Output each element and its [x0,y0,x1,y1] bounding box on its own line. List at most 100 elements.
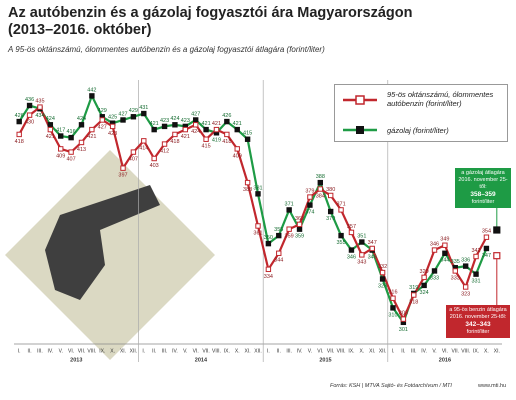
data-label: 416 [67,129,76,135]
x-tick-label: XII. [130,348,138,354]
x-tick-label: VII. [327,348,335,354]
data-point [26,102,33,109]
data-label: 359 [295,234,304,240]
data-label: 303 [399,311,408,317]
x-tick-label: VIII. [87,348,96,354]
x-tick-label: V. [432,348,436,354]
chart-title: Az autóbenzin és a gázolaj fogyasztói ár… [8,5,412,39]
x-tick-label: VI. [193,348,199,354]
data-point [16,118,22,125]
data-label: 435 [35,99,44,105]
data-label: 359 [285,234,294,240]
annotation-point [493,226,501,234]
data-point [224,118,230,125]
data-label: 421 [212,121,221,127]
data-label: 423 [108,131,117,137]
x-tick-label: X. [235,348,240,354]
data-point [172,122,178,128]
data-label: 379 [305,189,314,195]
data-point [26,112,33,118]
data-label: 418 [222,139,231,145]
annotation-line: forint/liter [466,329,490,335]
annotation: a 95-ös benzin átlagára 2016. november 25… [446,305,510,338]
x-tick-label: X. [110,348,115,354]
annotation-line: a gázolaj átlagára [461,170,505,176]
data-label: 417 [56,127,65,133]
x-tick-label: XII. [254,348,262,354]
data-label: 357 [347,224,356,230]
data-point [151,155,157,162]
data-label: 423 [181,118,190,124]
data-point [244,179,251,186]
data-label: 419 [212,137,221,143]
data-point [431,247,438,253]
data-point [16,131,22,138]
data-label: 332 [378,264,387,270]
x-tick-label: I. [142,348,145,354]
x-tick-label: IX. [473,348,479,354]
x-tick-label: V. [183,348,187,354]
data-point [286,226,292,232]
data-point [421,282,427,289]
data-label: 362 [295,216,304,222]
data-label: 344 [274,258,283,264]
data-label: 423 [160,118,169,124]
data-point [359,252,365,258]
data-label: 370 [326,216,335,222]
x-tick-label: II. [401,348,405,354]
annotation-line: 342–343 [465,321,491,328]
x-tick-label: I. [18,348,21,354]
data-label: 409 [56,153,65,159]
data-point [265,266,272,273]
data-label: 442 [87,87,96,93]
data-label: 426 [15,113,24,119]
data-point [89,93,95,99]
source: Forrás: KSH | MTVA Sajtó- és Fotóarchívu… [330,383,452,389]
data-label: 374 [305,210,314,216]
x-tick-label: II. [152,348,156,354]
x-tick-label: X. [359,348,364,354]
series-line [18,106,488,321]
data-point [296,226,303,232]
data-label: 427 [118,111,127,117]
data-label: 421 [87,134,96,140]
data-label: 424 [191,129,200,135]
data-point [473,271,479,277]
year-label: 2014 [195,357,208,363]
x-tick-label: XI. [120,348,126,354]
data-label: 328 [378,283,387,289]
data-point [431,268,438,274]
data-label: 342 [471,248,480,254]
data-label: 361 [253,230,262,236]
data-label: 424 [170,116,179,122]
data-point [276,232,282,239]
data-label: 421 [233,121,242,127]
x-tick-label: III. [162,348,168,354]
data-label: 336 [461,258,470,264]
data-point [379,276,386,282]
data-label: 421 [150,121,159,127]
data-point [78,139,85,146]
title-line: Az autóbenzin és a gázolaj fogyasztói ár… [8,5,413,21]
data-label: 426 [222,113,231,119]
data-label: 344 [440,258,449,264]
pump-diamond [5,150,215,360]
data-point [234,146,240,152]
data-point [224,131,230,138]
data-point [390,295,396,301]
data-label: 421 [201,121,210,127]
data-point [89,126,95,133]
x-tick-label: II. [27,348,31,354]
footer: www.mti.hu [478,383,507,389]
data-point [130,149,137,155]
annotation-line: a 95-ös benzin átlagára [449,307,507,313]
data-label: 318 [409,299,418,305]
data-point [193,117,199,123]
data-point [68,149,74,155]
data-label: 346 [430,242,439,248]
legend-marker [356,126,364,134]
x-tick-label: IV. [172,348,178,354]
data-point [58,133,64,139]
data-label: 424 [46,116,55,122]
data-label: 421 [181,134,190,140]
